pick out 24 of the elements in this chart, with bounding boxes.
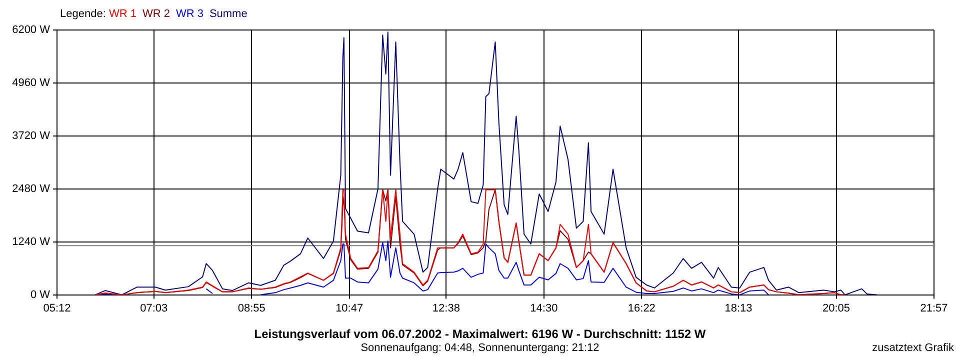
y-tick-label: 2480 W [12, 182, 51, 195]
y-tick-label: 6200 W [12, 24, 51, 36]
y-tick-label: 0 W [30, 288, 51, 301]
text: Sonnenaufgang: 04:48, Sonnenuntergang: 21:12 [360, 342, 600, 354]
text: WR 3 [176, 8, 204, 20]
y-tick-label: 4960 W [12, 76, 51, 89]
x-tick-label: 05:12 [43, 302, 71, 314]
x-tick-label: 12:38 [432, 302, 460, 314]
text: zusatztext Grafik [872, 342, 954, 354]
text: Summe [209, 8, 248, 20]
text: Leistungsverlauf vom 06.07.2002 - Maximalwert: 6196 W - Durchschnitt: 1152 W [253, 327, 707, 341]
x-tick-label: 08:55 [238, 302, 266, 314]
x-tick-label: 07:03 [140, 302, 168, 314]
x-tick-label: 10:47 [336, 302, 364, 314]
y-tick-label: 3720 W [12, 130, 51, 142]
x-tick-label: 20:05 [822, 302, 850, 314]
text: WR 1 [108, 8, 136, 20]
y-tick-label: 1240 W [12, 236, 51, 248]
legend-title: Legende: [60, 8, 107, 20]
text: WR 2 [142, 8, 170, 20]
x-tick-label: 16:22 [628, 302, 656, 314]
x-tick-label: 21:57 [920, 302, 948, 314]
x-tick-label: 14:30 [530, 302, 558, 314]
x-tick-label: 18:13 [724, 302, 752, 314]
